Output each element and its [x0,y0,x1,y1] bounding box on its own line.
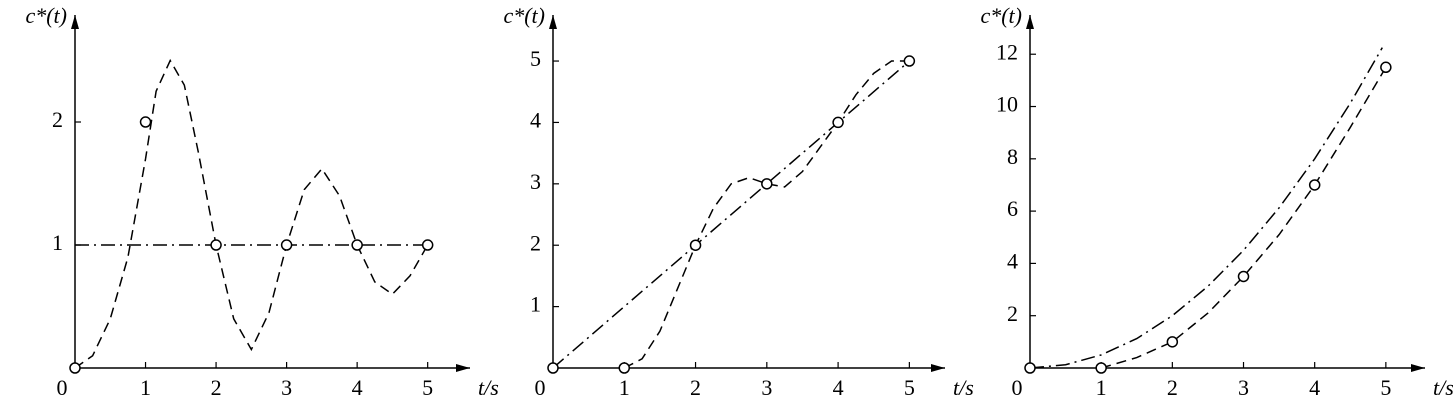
sample-point [210,239,222,251]
curve [74,58,429,369]
sample-point [547,362,559,374]
y-tick-label: 3 [530,169,541,194]
y-axis-label: c*(t) [980,3,1022,28]
sample-point [1024,362,1036,374]
curve [1100,66,1387,369]
y-tick-label: 10 [996,92,1018,117]
y-tick-label: 4 [1007,248,1018,273]
sample-point [832,116,844,129]
sample-point [421,239,434,251]
x-axis-label: t/s [478,375,499,400]
x-tick-label: 4 [352,375,363,400]
sample-point [1095,362,1107,374]
y-arrow [71,15,79,29]
x-arrow [456,364,470,372]
y-tick-label: 8 [1007,144,1018,169]
y-axis-label: c*(t) [25,3,67,28]
x-tick-label: 4 [833,375,844,400]
x-axis-label: t/s [953,375,974,400]
y-arrow [549,15,557,29]
x-tick-label: 1 [619,375,630,400]
y-tick-label: 6 [1007,196,1018,221]
sample-point [689,239,702,251]
y-tick-label: 1 [52,230,63,255]
x-tick-label: 0 [57,375,68,400]
y-tick-label: 5 [530,46,541,71]
x-tick-label: 0 [535,375,546,400]
curve [1029,47,1383,369]
sample-point [351,239,363,251]
sample-point [1380,61,1392,74]
sample-point [761,178,773,190]
sample-point [69,362,81,374]
x-tick-label: 1 [1096,375,1107,400]
y-tick-label: 1 [530,292,541,317]
x-tick-label: 5 [904,375,915,400]
x-tick-label: 3 [761,375,772,400]
y-axis-label: c*(t) [503,3,545,28]
sample-point [139,116,152,128]
y-tick-label: 12 [996,39,1018,64]
x-tick-label: 1 [140,375,151,400]
x-tick-label: 3 [281,375,292,400]
x-tick-label: 2 [690,375,701,400]
x-tick-label: 2 [1167,375,1178,400]
x-tick-label: 4 [1309,375,1320,400]
y-tick-label: 2 [530,230,541,255]
sample-point [618,362,631,374]
x-arrow [1411,364,1425,372]
x-axis-label: t/s [1433,375,1453,400]
sample-point [903,55,916,67]
sample-point [1308,179,1321,191]
x-tick-label: 2 [211,375,222,400]
sample-point [1166,336,1179,348]
x-tick-label: 3 [1238,375,1249,400]
x-arrow [931,364,945,372]
y-tick-label: 2 [1007,301,1018,326]
x-tick-label: 5 [422,375,433,400]
sample-point [280,239,293,251]
sample-point [1237,270,1250,283]
y-tick-label: 2 [52,107,63,132]
x-tick-label: 0 [1012,375,1023,400]
curve [623,60,910,369]
y-tick-label: 4 [530,107,541,132]
curve [552,60,910,369]
y-arrow [1026,15,1034,29]
x-tick-label: 5 [1380,375,1391,400]
